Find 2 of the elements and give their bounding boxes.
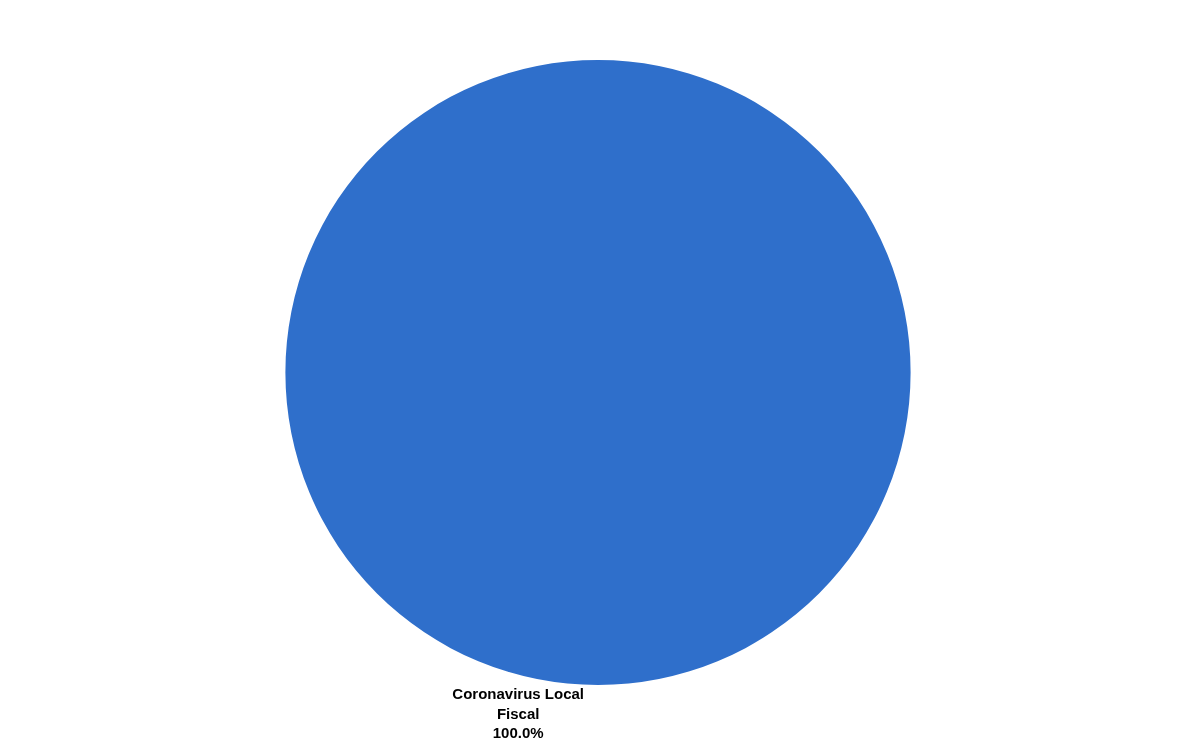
data-label: 100.0% xyxy=(492,724,544,741)
slice-label: Coronavirus Local Fiscal xyxy=(452,685,584,722)
